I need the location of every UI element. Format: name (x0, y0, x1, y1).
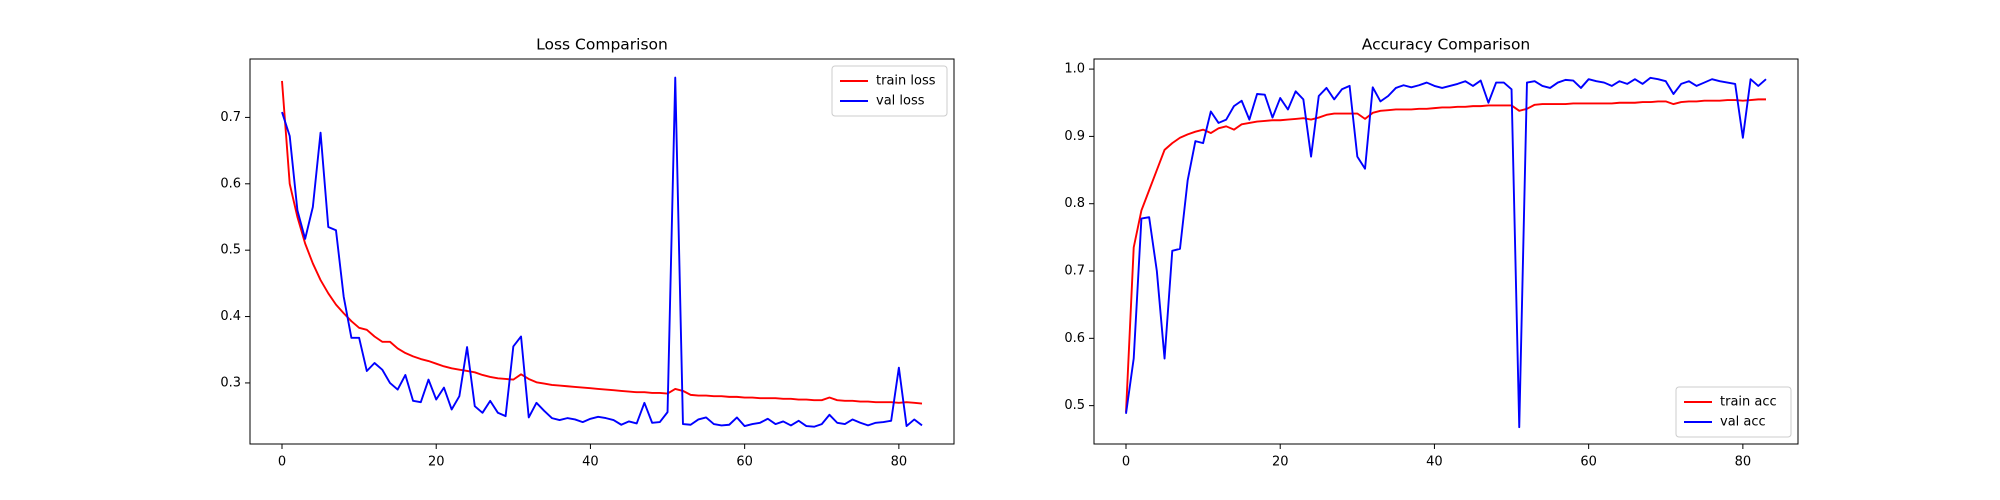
y-tick-label: 0.6 (220, 176, 241, 191)
x-tick-label: 60 (736, 455, 753, 470)
x-tick-label: 60 (1580, 455, 1597, 470)
legend-box (831, 65, 948, 117)
y-tick-label: 0.8 (1064, 196, 1085, 211)
line-series (281, 76, 923, 428)
legend-label: val acc (1720, 415, 1766, 430)
y-tick-label: 0.7 (1064, 264, 1085, 279)
y-tick-label: 0.3 (220, 375, 241, 390)
line-series (1125, 98, 1766, 413)
chart-title: Accuracy Comparison (1362, 36, 1531, 54)
x-tick-label: 0 (1122, 455, 1130, 470)
y-tick-label: 1.0 (1064, 62, 1085, 77)
x-tick-label: 0 (278, 455, 286, 470)
y-tick-label: 0.4 (220, 309, 241, 324)
x-tick-label: 80 (1735, 455, 1752, 470)
plot-frame (1093, 58, 1799, 445)
x-tick-label: 80 (891, 455, 908, 470)
y-tick-label: 0.5 (1064, 398, 1085, 413)
legend-label: train acc (1720, 395, 1777, 410)
plot-frame (249, 58, 955, 445)
legend-box (1675, 386, 1792, 438)
x-tick-label: 40 (1426, 455, 1443, 470)
x-tick-label: 40 (582, 455, 599, 470)
line-series (281, 80, 923, 405)
x-tick-label: 20 (1272, 455, 1289, 470)
x-tick-label: 20 (428, 455, 445, 470)
y-tick-label: 0.9 (1064, 129, 1085, 144)
y-tick-label: 0.5 (220, 243, 241, 258)
y-tick-label: 0.7 (220, 110, 241, 125)
chart-title: Loss Comparison (536, 36, 668, 54)
y-tick-label: 0.6 (1064, 331, 1085, 346)
line-series (1125, 76, 1767, 429)
legend-label: train loss (876, 74, 936, 89)
legend-label: val loss (876, 94, 925, 109)
